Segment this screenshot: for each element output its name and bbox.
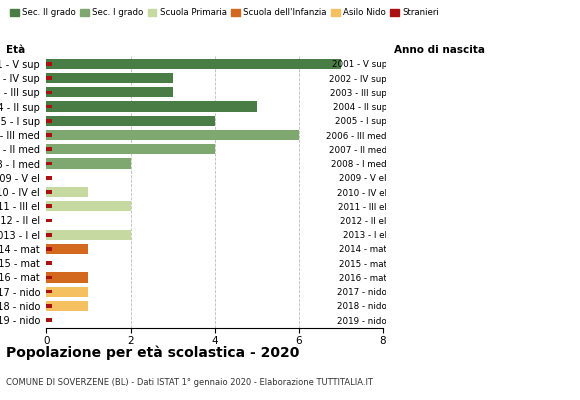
Bar xyxy=(46,201,130,211)
Bar xyxy=(46,272,88,282)
Bar xyxy=(46,276,52,279)
Bar xyxy=(46,130,299,140)
Bar xyxy=(46,176,52,180)
Bar xyxy=(46,318,52,322)
Bar xyxy=(46,133,52,137)
Bar xyxy=(46,304,52,308)
Bar xyxy=(46,262,52,265)
Bar xyxy=(46,119,52,122)
Bar xyxy=(46,76,52,80)
Bar xyxy=(46,144,215,154)
Bar xyxy=(46,190,52,194)
Bar xyxy=(46,62,52,66)
Bar xyxy=(46,158,130,169)
Bar xyxy=(46,286,88,297)
Bar xyxy=(46,187,88,197)
Bar xyxy=(46,290,52,294)
Bar xyxy=(46,90,52,94)
Bar xyxy=(46,148,52,151)
Text: Anno di nascita: Anno di nascita xyxy=(394,45,485,55)
Bar xyxy=(46,105,52,108)
Bar xyxy=(46,301,88,311)
Bar xyxy=(46,204,52,208)
Bar xyxy=(46,244,88,254)
Bar xyxy=(46,247,52,251)
Text: COMUNE DI SOVERZENE (BL) - Dati ISTAT 1° gennaio 2020 - Elaborazione TUTTITALIA.: COMUNE DI SOVERZENE (BL) - Dati ISTAT 1°… xyxy=(6,378,373,387)
Bar xyxy=(46,219,52,222)
Text: Età: Età xyxy=(6,45,26,55)
Bar xyxy=(46,73,173,83)
Bar xyxy=(46,162,52,165)
Bar xyxy=(46,116,215,126)
Bar xyxy=(46,87,173,98)
Bar xyxy=(46,230,130,240)
Text: Popolazione per età scolastica - 2020: Popolazione per età scolastica - 2020 xyxy=(6,346,299,360)
Legend: Sec. II grado, Sec. I grado, Scuola Primaria, Scuola dell'Infanzia, Asilo Nido, : Sec. II grado, Sec. I grado, Scuola Prim… xyxy=(10,8,439,17)
Bar xyxy=(46,233,52,236)
Bar xyxy=(46,59,340,69)
Bar xyxy=(46,102,256,112)
